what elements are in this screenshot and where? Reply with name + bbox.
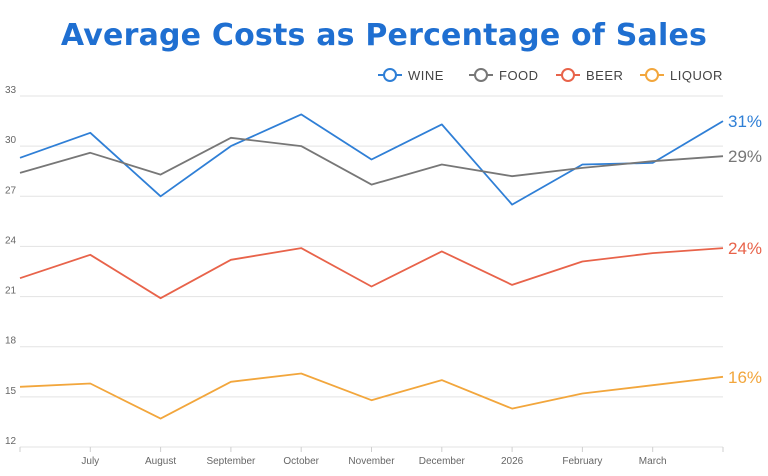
legend-label: BEER: [586, 68, 623, 83]
x-tick-label: October: [283, 456, 319, 467]
end-label-liquor: 16%: [728, 368, 762, 387]
legend-marker: [383, 68, 397, 82]
x-tick-label: July: [81, 456, 99, 467]
end-label-beer: 24%: [728, 239, 762, 258]
legend-marker: [474, 68, 488, 82]
end-labels: 31% 29% 24% 16%: [728, 112, 762, 387]
y-tick-label: 33: [5, 85, 17, 96]
y-tick-label: 15: [5, 386, 17, 397]
y-tick-label: 24: [5, 235, 17, 246]
legend-item-food: FOOD: [469, 68, 539, 83]
legend-item-liquor: LIQUOR: [640, 68, 723, 83]
legend: WINE FOOD BEER LIQUOR: [378, 68, 723, 83]
y-tick-label: 21: [5, 286, 17, 297]
end-label-food: 29%: [728, 147, 762, 166]
series-lines: [19, 113, 724, 420]
series-line-beer: [19, 247, 724, 300]
series-line-liquor: [19, 372, 724, 420]
x-tick-label: September: [206, 456, 256, 467]
y-tick-label: 18: [5, 336, 17, 347]
legend-item-wine: WINE: [378, 68, 444, 83]
series-line-wine: [19, 113, 724, 206]
end-label-wine: 31%: [728, 112, 762, 131]
legend-label: LIQUOR: [670, 68, 723, 83]
x-tick-label: December: [419, 456, 466, 467]
chart-title: Average Costs as Percentage of Sales: [60, 18, 708, 53]
legend-label: FOOD: [499, 68, 539, 83]
y-tick-label: 30: [5, 135, 17, 146]
legend-label: WINE: [408, 68, 444, 83]
x-tick-label: March: [639, 456, 667, 467]
x-tick-label: November: [348, 456, 395, 467]
x-tick-label: February: [562, 456, 602, 467]
series-line-food: [19, 136, 724, 186]
x-tick-label: 2026: [501, 456, 524, 467]
y-tick-label: 12: [5, 436, 17, 447]
legend-marker: [561, 68, 575, 82]
y-tick-label: 27: [5, 185, 17, 196]
x-tick-label: August: [145, 456, 176, 467]
y-axis-ticks: 12 15 18 21 24 27 30 33: [5, 85, 17, 447]
legend-marker: [645, 68, 659, 82]
legend-item-beer: BEER: [556, 68, 623, 83]
x-axis-ticks: July August September October November Decemb…: [19, 447, 724, 467]
gridlines: [20, 95, 723, 448]
